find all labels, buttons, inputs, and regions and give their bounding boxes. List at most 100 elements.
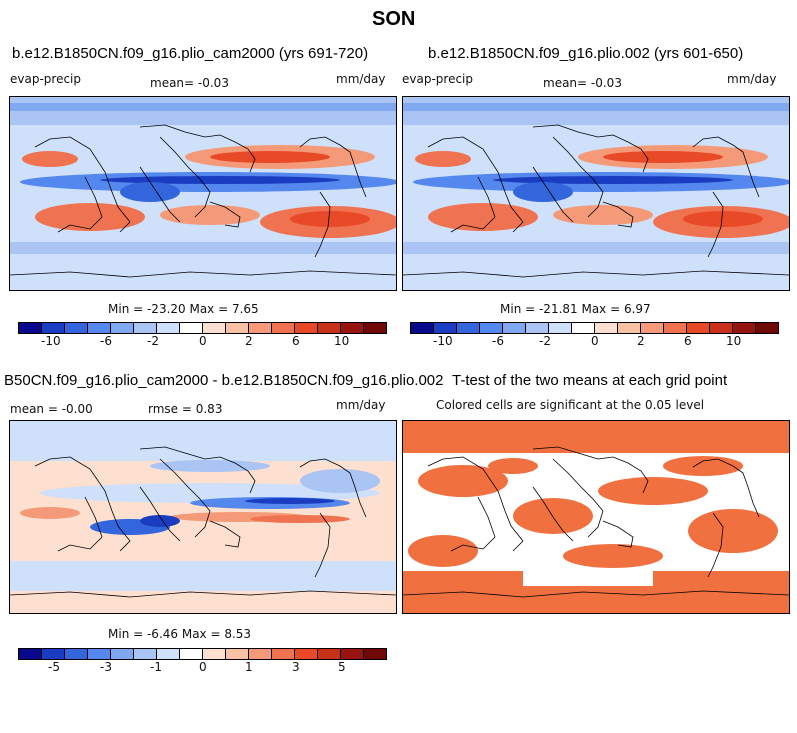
panel2-coastlines: [403, 124, 789, 278]
colorbar-swatch: [249, 649, 272, 659]
panel2-tick: -6: [492, 334, 504, 348]
colorbar-swatch: [180, 649, 203, 659]
colorbar-swatch: [134, 649, 157, 659]
colorbar-swatch: [457, 323, 480, 333]
colorbar-swatch: [65, 323, 88, 333]
colorbar-swatch: [733, 323, 756, 333]
panel1-mean-label: mean= -0.03: [150, 76, 229, 90]
panel2-field: [403, 97, 789, 254]
colorbar-swatch: [549, 323, 572, 333]
colorbar-swatch: [480, 323, 503, 333]
panel1-tick: -10: [41, 334, 61, 348]
panel2-tick: 0: [591, 334, 599, 348]
panel4-significance-field: [403, 421, 789, 613]
panel1-variable-label: evap-precip: [10, 72, 82, 86]
colorbar-swatch: [295, 649, 318, 659]
colorbar-swatch: [203, 323, 226, 333]
panel1-minmax: Min = -23.20 Max = 7.65: [108, 302, 259, 316]
panel1-colorbar: [18, 322, 387, 334]
panel2-units-label: mm/day: [727, 72, 777, 86]
panel1-field: [10, 97, 396, 290]
colorbar-swatch: [157, 323, 180, 333]
colorbar-swatch: [226, 323, 249, 333]
panel4-title: T-test of the two means at each grid poi…: [452, 372, 728, 389]
panel3-tick: 5: [338, 660, 346, 674]
panel3-tick: 1: [245, 660, 253, 674]
panel4-coastlines: [403, 446, 789, 598]
colorbar-swatch: [664, 323, 687, 333]
colorbar-swatch: [341, 323, 364, 333]
panel2-tick: -2: [539, 334, 551, 348]
panel1-tick: 10: [334, 334, 350, 348]
panel1-tick: -6: [100, 334, 112, 348]
colorbar-swatch: [134, 323, 157, 333]
panel1-tick: 0: [199, 334, 207, 348]
colorbar-swatch: [364, 323, 386, 333]
colorbar-swatch: [687, 323, 710, 333]
colorbar-swatch: [111, 323, 134, 333]
panel3-units-label: mm/day: [336, 398, 386, 412]
panel3-mean-label: mean = -0.00: [10, 402, 93, 416]
panel1-map: [9, 96, 397, 291]
colorbar-swatch: [226, 649, 249, 659]
colorbar-swatch: [756, 323, 778, 333]
panel2-colorbar: [410, 322, 779, 334]
panel2-tick: 6: [684, 334, 692, 348]
colorbar-swatch: [526, 323, 549, 333]
panel3-coastlines: [10, 446, 396, 598]
panel2-variable-label: evap-precip: [402, 72, 474, 86]
panel1-title: b.e12.B1850CN.f09_g16.plio_cam2000 (yrs …: [12, 45, 369, 62]
panel3-tick: -3: [100, 660, 112, 674]
panel3-rmse-label: rmse = 0.83: [148, 402, 223, 416]
panel3-minmax: Min = -6.46 Max = 8.53: [108, 627, 252, 641]
panel4-subtitle: Colored cells are significant at the 0.0…: [436, 398, 705, 412]
panel3-tick: -1: [150, 660, 162, 674]
colorbar-swatch: [272, 649, 295, 659]
colorbar-swatch: [318, 323, 341, 333]
colorbar-swatch: [503, 323, 526, 333]
colorbar-swatch: [19, 323, 42, 333]
colorbar-swatch: [618, 323, 641, 333]
panel1-units-label: mm/day: [336, 72, 386, 86]
panel3-title: B50CN.f09_g16.plio_cam2000 - b.e12.B1850…: [4, 372, 444, 389]
colorbar-swatch: [88, 323, 111, 333]
page-title: SON: [372, 8, 416, 30]
panel3-colorbar: [18, 648, 387, 660]
colorbar-swatch: [88, 649, 111, 659]
colorbar-swatch: [42, 649, 65, 659]
colorbar-swatch: [411, 323, 434, 333]
colorbar-swatch: [295, 323, 318, 333]
colorbar-swatch: [19, 649, 42, 659]
colorbar-swatch: [65, 649, 88, 659]
panel2-map: [402, 96, 790, 291]
colorbar-swatch: [364, 649, 386, 659]
colorbar-swatch: [641, 323, 664, 333]
panel2-tick: 2: [637, 334, 645, 348]
panel4-map: [402, 420, 790, 614]
colorbar-swatch: [272, 323, 295, 333]
colorbar-swatch: [249, 323, 272, 333]
colorbar-swatch: [710, 323, 733, 333]
colorbar-swatch: [203, 649, 226, 659]
panel2-title: b.e12.B1850CN.f09_g16.plio.002 (yrs 601-…: [428, 45, 744, 62]
colorbar-swatch: [157, 649, 180, 659]
panel1-coastlines: [10, 124, 396, 278]
panel2-tick: 10: [726, 334, 742, 348]
panel2-mean-label: mean= -0.03: [543, 76, 622, 90]
colorbar-swatch: [341, 649, 364, 659]
colorbar-swatch: [180, 323, 203, 333]
panel3-tick: 0: [199, 660, 207, 674]
colorbar-swatch: [434, 323, 457, 333]
panel3-tick: -5: [48, 660, 60, 674]
panel3-map: [9, 420, 397, 614]
panel1-tick: -2: [147, 334, 159, 348]
colorbar-swatch: [42, 323, 65, 333]
colorbar-swatch: [572, 323, 595, 333]
panel1-tick: 2: [245, 334, 253, 348]
colorbar-swatch: [111, 649, 134, 659]
panel3-field: [10, 421, 396, 591]
panel2-minmax: Min = -21.81 Max = 6.97: [500, 302, 651, 316]
colorbar-swatch: [595, 323, 618, 333]
panel1-tick: 6: [292, 334, 300, 348]
colorbar-swatch: [318, 649, 341, 659]
